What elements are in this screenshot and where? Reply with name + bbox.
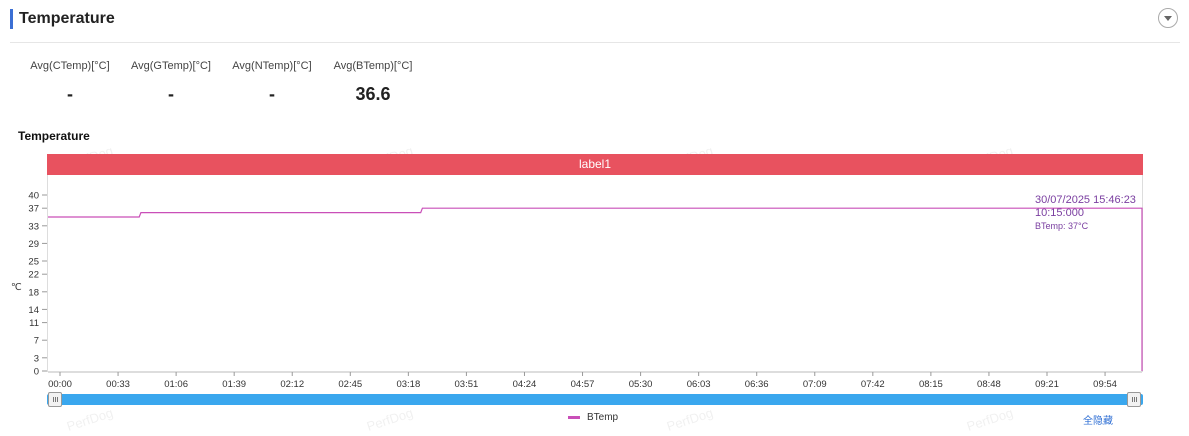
x-tick-label: 01:06 xyxy=(164,379,188,390)
x-tick-label: 02:12 xyxy=(280,379,304,390)
slider-left-handle[interactable] xyxy=(48,392,62,407)
tooltip-elapsed: 10:15:000 xyxy=(1035,207,1084,219)
slider-right-handle[interactable] xyxy=(1127,392,1141,407)
stat-value: - xyxy=(67,84,73,104)
x-tick-label: 06:36 xyxy=(745,379,769,390)
y-tick-label: 7 xyxy=(34,336,39,347)
x-tick-label: 01:39 xyxy=(222,379,246,390)
x-tick-label: 05:30 xyxy=(629,379,653,390)
chart-title: Temperature xyxy=(18,129,90,143)
stat-value: - xyxy=(168,84,174,104)
stat-gtemp: Avg(GTemp)[°C] - xyxy=(129,60,213,105)
y-tick-label: 25 xyxy=(28,257,39,268)
x-tick-label: 04:57 xyxy=(571,379,595,390)
stat-label: Avg(CTemp)[°C] xyxy=(30,60,110,72)
stat-value: 36.6 xyxy=(355,84,391,104)
stat-label: Avg(NTemp)[°C] xyxy=(232,60,312,72)
header-divider xyxy=(10,42,1180,43)
x-tick-label: 00:33 xyxy=(106,379,130,390)
y-tick-label: 11 xyxy=(29,318,39,329)
tooltip-timestamp: 30/07/2025 15:46:23 xyxy=(1035,194,1136,206)
collapse-chevron-icon[interactable] xyxy=(1158,8,1178,28)
hide-all-link[interactable]: 全隐藏 xyxy=(1083,416,1113,427)
legend-swatch xyxy=(568,415,580,419)
x-tick-label: 08:48 xyxy=(977,379,1001,390)
event-label-text: label1 xyxy=(578,157,612,171)
x-tick-label: 04:24 xyxy=(513,379,537,390)
y-tick-label: 0 xyxy=(34,367,39,378)
x-tick-label: 03:51 xyxy=(455,379,479,390)
x-tick-label: 03:18 xyxy=(396,379,420,390)
panel-header: Temperature xyxy=(10,8,1180,38)
stat-ntemp: Avg(NTemp)[°C] - xyxy=(230,60,314,105)
x-tick-label: 07:42 xyxy=(861,379,885,390)
y-tick-label: 29 xyxy=(28,239,39,250)
legend-item-btemp[interactable]: BTemp xyxy=(568,412,618,423)
tooltip-value: BTemp: 37°C xyxy=(1035,221,1089,231)
y-tick-label: 33 xyxy=(28,221,39,232)
y-tick-label: 37 xyxy=(28,204,39,215)
y-tick-label: 40 xyxy=(28,191,39,202)
time-range-slider[interactable] xyxy=(47,394,1143,405)
series-line-btemp xyxy=(48,207,1143,371)
event-label-band[interactable]: label1 xyxy=(47,154,1143,175)
legend-label: BTemp xyxy=(587,412,619,423)
x-tick-label: 09:54 xyxy=(1093,379,1117,390)
y-tick-label: 14 xyxy=(28,305,39,316)
stat-label: Avg(GTemp)[°C] xyxy=(131,60,211,72)
y-tick-label: 3 xyxy=(34,353,39,364)
x-tick-label: 09:21 xyxy=(1035,379,1059,390)
x-tick-label: 02:45 xyxy=(338,379,362,390)
x-tick-label: 07:09 xyxy=(803,379,827,390)
stat-btemp: Avg(BTemp)[°C] 36.6 xyxy=(331,60,415,105)
x-tick-label: 06:03 xyxy=(687,379,711,390)
y-tick-label: 22 xyxy=(28,270,39,281)
stat-label: Avg(BTemp)[°C] xyxy=(333,60,413,72)
x-tick-label: 00:00 xyxy=(48,379,72,390)
x-tick-label: 08:15 xyxy=(919,379,943,390)
panel-title: Temperature xyxy=(19,10,115,27)
stat-value: - xyxy=(269,84,275,104)
y-tick-label: 18 xyxy=(28,287,39,298)
y-axis-label: ℃ xyxy=(11,282,22,293)
header-accent-bar xyxy=(10,9,13,29)
stat-ctemp: Avg(CTemp)[°C] - xyxy=(28,60,112,105)
